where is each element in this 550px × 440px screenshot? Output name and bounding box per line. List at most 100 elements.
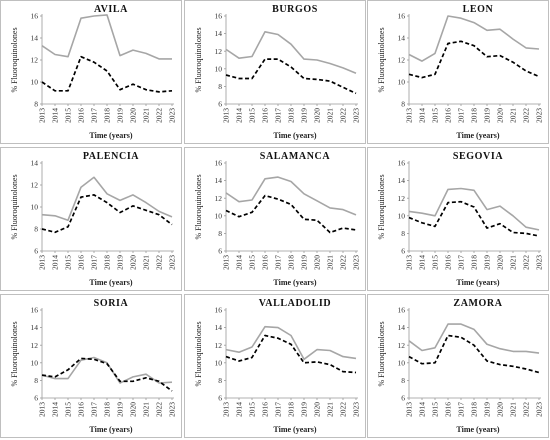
y-tick-label: 16 — [398, 12, 406, 21]
panel-border — [0, 0, 182, 144]
x-tick-label: 2020 — [496, 108, 505, 123]
x-tick-label: 2014 — [418, 402, 427, 417]
y-tick-label: 6 — [218, 247, 222, 256]
x-tick-label: 2019 — [300, 255, 309, 270]
y-tick-label: 8 — [218, 229, 222, 238]
y-tick-label: 10 — [31, 78, 39, 87]
series-line-solid — [41, 176, 173, 221]
x-tick-label: 2019 — [116, 402, 125, 417]
x-tick-label: 2022 — [522, 402, 531, 417]
x-tick-label: 2016 — [444, 402, 453, 417]
x-tick-label: 2018 — [103, 402, 112, 417]
x-tick-label: 2021 — [509, 108, 518, 123]
panel-border — [0, 294, 182, 438]
y-axis-label: % Fluoroquinolones — [194, 321, 203, 386]
panel-zamora: ZAMORA 6 8 10 12 14 16 2013 2014 2015 2016 2017 2018… — [367, 294, 549, 438]
x-tick-label: 2021 — [142, 255, 151, 270]
y-tick-label: 10 — [215, 64, 223, 73]
x-tick-label: 2018 — [287, 108, 296, 123]
y-tick-label: 14 — [31, 159, 39, 168]
x-tick-label: 2017 — [274, 108, 283, 123]
x-tick-label: 2013 — [38, 402, 47, 417]
series-line-solid — [408, 187, 540, 231]
x-tick-label: 2013 — [405, 402, 414, 417]
x-tick-label: 2022 — [155, 255, 164, 270]
x-tick-label: 2022 — [339, 402, 348, 417]
x-tick-label: 2013 — [38, 255, 47, 270]
x-tick-label: 2023 — [352, 402, 361, 417]
x-tick-label: 2020 — [496, 255, 505, 270]
x-axis-label: Time (years) — [89, 131, 133, 140]
chart-title: BURGOS — [272, 4, 318, 15]
panel-border — [367, 0, 549, 144]
x-tick-label: 2015 — [248, 255, 257, 270]
y-tick-label: 6 — [401, 394, 405, 403]
y-tick-label: 8 — [218, 82, 222, 91]
x-tick-label: 2015 — [431, 108, 440, 123]
series-line-dashed — [408, 200, 540, 237]
x-tick-label: 2014 — [235, 255, 244, 270]
x-tick-label: 2015 — [248, 402, 257, 417]
chart-title: LEON — [463, 4, 494, 15]
y-tick-label: 6 — [401, 247, 405, 256]
chart-svg: AVILA 8 10 12 14 16 2013 2014 2015 2016 2017 2018 20… — [0, 0, 182, 144]
y-tick-label: 14 — [215, 29, 223, 38]
x-tick-label: 2022 — [522, 108, 531, 123]
series-line-solid — [41, 14, 172, 60]
x-tick-label: 2023 — [535, 108, 544, 123]
x-tick-label: 2013 — [222, 402, 231, 417]
panel-salamanca: SALAMANCA 6 8 10 12 14 16 2013 2014 2015 2016 2017 2… — [184, 147, 366, 291]
y-tick-label: 6 — [34, 394, 38, 403]
x-axis-label: Time (years) — [89, 278, 133, 287]
x-tick-label: 2017 — [457, 402, 466, 417]
x-tick-label: 2015 — [248, 108, 257, 123]
panel-border — [184, 294, 366, 438]
x-tick-label: 2014 — [235, 402, 244, 417]
x-tick-label: 2019 — [483, 402, 492, 417]
x-tick-label: 2017 — [90, 402, 99, 417]
series-line-dashed — [225, 334, 357, 374]
chart-svg: SEGOVIA 6 8 10 12 14 16 2013 2014 2015 2016 2017 201… — [367, 147, 549, 291]
y-tick-label: 16 — [398, 159, 406, 168]
x-tick-label: 2014 — [51, 402, 60, 417]
x-tick-label: 2017 — [274, 402, 283, 417]
panel-border — [184, 147, 366, 291]
y-tick-label: 16 — [215, 306, 223, 315]
panel-border — [367, 147, 549, 291]
y-tick-label: 12 — [215, 194, 223, 203]
panel-avila: AVILA 8 10 12 14 16 2013 2014 2015 2016 2017 2018 20… — [0, 0, 182, 144]
x-tick-label: 2023 — [352, 255, 361, 270]
y-tick-label: 12 — [215, 341, 223, 350]
y-axis-label: % Fluoroquinolones — [377, 27, 386, 92]
x-tick-label: 2013 — [222, 108, 231, 123]
x-tick-label: 2021 — [509, 255, 518, 270]
x-tick-label: 2021 — [326, 255, 335, 270]
x-tick-label: 2015 — [64, 402, 73, 417]
x-tick-label: 2016 — [261, 255, 270, 270]
x-axis-label: Time (years) — [89, 425, 133, 434]
chart-svg: ZAMORA 6 8 10 12 14 16 2013 2014 2015 2016 2017 2018… — [367, 294, 549, 438]
x-tick-label: 2015 — [431, 402, 440, 417]
chart-svg: SORIA 6 8 10 12 14 16 2013 2014 2015 2016 2017 2018 2… — [0, 294, 182, 438]
x-tick-label: 2017 — [90, 255, 99, 270]
x-tick-label: 2017 — [457, 108, 466, 123]
panel-border — [0, 147, 182, 291]
series-line-dashed — [41, 357, 173, 392]
y-tick-label: 6 — [34, 247, 38, 256]
chart-title: AVILA — [94, 4, 128, 15]
x-tick-label: 2020 — [313, 402, 322, 417]
y-tick-label: 14 — [398, 34, 406, 43]
x-tick-label: 2020 — [313, 255, 322, 270]
x-tick-label: 2019 — [300, 402, 309, 417]
y-tick-label: 8 — [401, 100, 405, 109]
chart-title: ZAMORA — [453, 298, 502, 309]
y-tick-label: 14 — [31, 323, 39, 332]
series-line-dashed — [408, 334, 540, 374]
x-axis-label: Time (years) — [456, 425, 500, 434]
y-tick-label: 16 — [31, 306, 39, 315]
x-tick-label: 2014 — [418, 108, 427, 123]
chart-svg: VALLADOLID 6 8 10 12 14 16 2013 2014 2015 2016 2017… — [184, 294, 366, 438]
x-tick-label: 2022 — [155, 402, 164, 417]
x-tick-label: 2020 — [129, 108, 138, 123]
x-tick-label: 2013 — [405, 255, 414, 270]
